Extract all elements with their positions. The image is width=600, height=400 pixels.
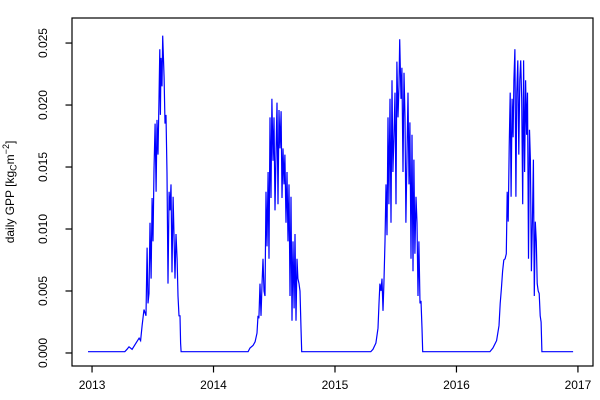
y-tick-label: 0.000 — [36, 338, 50, 368]
gpp-line-series — [88, 35, 574, 353]
y-tick-label: 0.025 — [36, 28, 50, 58]
x-tick-label: 2013 — [79, 378, 106, 392]
x-tick-label: 2014 — [200, 378, 227, 392]
x-tick-label: 2016 — [443, 378, 470, 392]
y-tick-label: 0.010 — [36, 214, 50, 244]
y-tick-label: 0.005 — [36, 276, 50, 306]
plot-area-box — [71, 17, 594, 367]
x-axis: 2013 2014 2015 2016 2017 — [79, 366, 592, 392]
y-axis: 0.000 0.005 0.010 0.015 0.020 0.025 — [36, 28, 72, 368]
y-tick-label: 0.020 — [36, 90, 50, 120]
x-tick-label: 2017 — [565, 378, 592, 392]
x-tick-label: 2015 — [322, 378, 349, 392]
y-tick-label: 0.015 — [36, 152, 50, 182]
y-axis-label: daily GPP [kgCm−2] — [1, 141, 19, 244]
